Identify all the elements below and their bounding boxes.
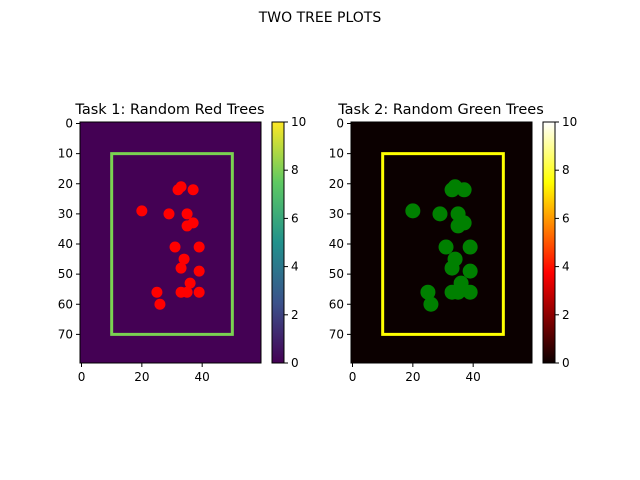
x-tick-label: 0 xyxy=(349,370,357,384)
tree-marker xyxy=(450,218,466,234)
colorbar-tick-label: 2 xyxy=(562,308,570,322)
colorbar-tick-label: 2 xyxy=(291,308,299,322)
figure-suptitle: TWO TREE PLOTS xyxy=(258,10,382,26)
x-tick-label: 40 xyxy=(195,370,210,384)
colorbar-tick-label: 6 xyxy=(562,211,570,225)
tree-marker xyxy=(438,239,454,255)
tree-marker xyxy=(169,241,181,253)
tree-marker xyxy=(423,296,439,312)
y-tick-label: 50 xyxy=(329,267,344,281)
y-tick-label: 30 xyxy=(329,207,344,221)
y-tick-label: 0 xyxy=(336,117,344,131)
y-tick-label: 60 xyxy=(58,297,73,311)
tree-marker xyxy=(462,239,478,255)
axes-frame xyxy=(79,121,262,364)
area-rectangle xyxy=(381,152,505,336)
tree-marker xyxy=(193,286,205,298)
tree-marker xyxy=(184,277,196,289)
chart-task-1: Task 1: Random Red Trees 0 20 400102030405… xyxy=(58,102,307,384)
colorbar-tick-label: 0 xyxy=(291,356,299,370)
tree-marker xyxy=(444,260,460,276)
colorbar xyxy=(271,121,285,364)
y-tick-label: 70 xyxy=(329,327,344,341)
y-tick-label: 40 xyxy=(58,237,73,251)
chart-title: Task 2: Random Green Trees xyxy=(337,102,544,118)
tree-marker xyxy=(187,184,199,196)
tree-marker xyxy=(181,220,193,232)
colorbar-tick-label: 10 xyxy=(562,115,577,129)
chart-title: Task 1: Random Red Trees xyxy=(74,102,264,118)
colorbar-tick-label: 8 xyxy=(291,163,299,177)
tree-marker xyxy=(175,181,187,193)
y-tick-label: 10 xyxy=(329,147,344,161)
tree-marker xyxy=(136,205,148,217)
tree-marker xyxy=(151,286,163,298)
x-tick-label: 20 xyxy=(405,370,420,384)
plot-background xyxy=(80,122,261,363)
tree-marker xyxy=(420,284,436,300)
colorbar-tick-label: 6 xyxy=(291,211,299,225)
area-rectangle xyxy=(110,152,234,336)
tree-marker xyxy=(193,241,205,253)
tree-marker xyxy=(450,284,466,300)
colorbar-tick-label: 4 xyxy=(562,260,570,274)
tree-marker xyxy=(163,208,175,220)
colorbar-tick-label: 10 xyxy=(291,115,306,129)
tree-marker xyxy=(193,265,205,277)
y-tick-label: 30 xyxy=(58,207,73,221)
colorbar-tick-label: 8 xyxy=(562,163,570,177)
tree-marker xyxy=(405,203,421,219)
y-tick-label: 70 xyxy=(58,327,73,341)
chart-task-2: Task 2: Random Green Trees 0 20 4001020304… xyxy=(329,102,578,384)
y-tick-label: 20 xyxy=(58,177,73,191)
colorbar-tick-label: 0 xyxy=(562,356,570,370)
tree-marker xyxy=(462,263,478,279)
tree-marker xyxy=(178,253,190,265)
colorbar-tick-label: 4 xyxy=(291,260,299,274)
tree-marker xyxy=(181,208,193,220)
x-tick-label: 0 xyxy=(78,370,86,384)
tree-marker xyxy=(456,182,472,198)
y-tick-label: 40 xyxy=(329,237,344,251)
axes-frame xyxy=(350,121,533,364)
y-tick-label: 0 xyxy=(65,117,73,131)
tree-marker xyxy=(154,298,166,310)
y-tick-label: 60 xyxy=(329,297,344,311)
tree-marker xyxy=(462,284,478,300)
tree-marker xyxy=(181,286,193,298)
x-tick-label: 40 xyxy=(466,370,481,384)
y-tick-label: 50 xyxy=(58,267,73,281)
colorbar xyxy=(542,121,556,364)
x-tick-label: 20 xyxy=(134,370,149,384)
y-tick-label: 10 xyxy=(58,147,73,161)
tree-marker xyxy=(175,262,187,274)
tree-marker xyxy=(432,206,448,222)
y-tick-label: 20 xyxy=(329,177,344,191)
